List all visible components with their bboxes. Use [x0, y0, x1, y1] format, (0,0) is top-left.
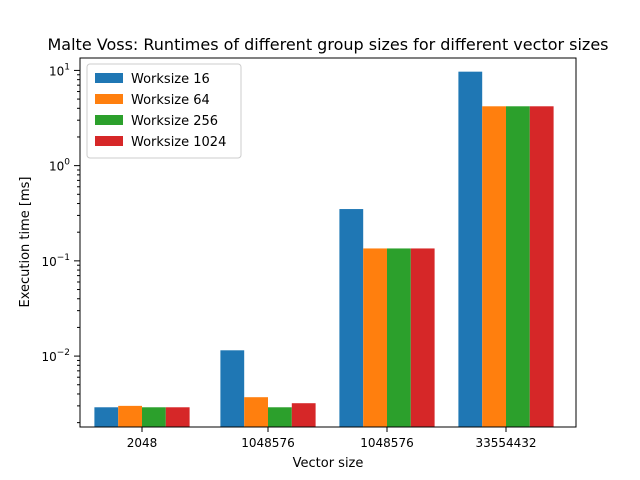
legend-swatch-2 — [95, 94, 123, 104]
y-axis: 10−2 10−1 100 101 — [41, 62, 80, 424]
bar-3-1 — [142, 407, 166, 427]
bar-2-1 — [118, 405, 142, 427]
y-tick-label: 10−2 — [41, 348, 70, 364]
bar-1-3 — [339, 209, 364, 427]
legend-label-2: Worksize 64 — [131, 93, 210, 108]
chart-title: Malte Voss: Runtimes of different group … — [47, 35, 608, 54]
bar-3-4 — [506, 106, 530, 427]
bars-layer — [94, 71, 554, 428]
x-tick-label: 2048 — [127, 436, 158, 450]
legend-label-3: Worksize 256 — [131, 114, 218, 129]
bar-2-3 — [363, 248, 387, 427]
bar-1-1 — [94, 407, 119, 427]
y-tick-label: 101 — [49, 62, 70, 78]
bar-4-2 — [291, 403, 316, 427]
bar-2-4 — [482, 106, 506, 427]
x-axis-label: Vector size — [293, 456, 364, 471]
legend-label-4: Worksize 1024 — [131, 135, 226, 150]
y-tick-label: 10−1 — [41, 253, 70, 269]
legend-label-1: Worksize 16 — [131, 72, 210, 87]
y-tick-label: 100 — [49, 158, 70, 174]
bar-4-4 — [529, 106, 554, 427]
y-axis-label: Execution time [ms] — [18, 176, 33, 307]
bar-3-3 — [387, 248, 411, 427]
bar-1-2 — [220, 350, 245, 427]
legend-box — [86, 63, 242, 159]
bar-4-3 — [410, 248, 435, 427]
plot-frame — [79, 57, 577, 428]
legend-swatch-4 — [95, 136, 123, 146]
x-axis: 2048 1048576 1048576 33554432 — [127, 427, 537, 450]
legend-swatch-3 — [95, 115, 123, 125]
x-tick-label: 1048576 — [241, 436, 294, 450]
legend-swatch-1 — [95, 73, 123, 83]
x-tick-label: 1048576 — [360, 436, 413, 450]
bar-3-2 — [268, 407, 292, 427]
bar-4-1 — [165, 407, 190, 427]
bar-1-4 — [458, 71, 483, 428]
x-tick-label: 33554432 — [475, 436, 536, 450]
legend: Worksize 16 Worksize 64 Worksize 256 Worksi… — [86, 63, 242, 159]
bar-2-2 — [244, 397, 268, 427]
